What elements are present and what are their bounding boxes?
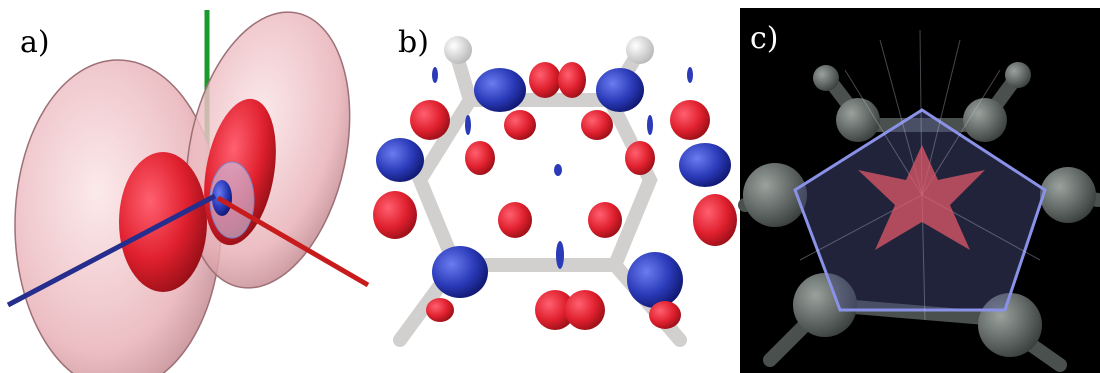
panel-a: a) <box>6 10 370 373</box>
panel-c: c) <box>738 8 1100 373</box>
small-blobs <box>432 67 693 269</box>
star <box>858 145 985 250</box>
axis-blue <box>6 193 217 308</box>
panel-label: c) <box>750 21 779 56</box>
axis-red <box>216 195 370 288</box>
blue-blobs <box>376 68 731 308</box>
atom <box>626 36 654 64</box>
atoms <box>743 62 1096 357</box>
panel-label: b) <box>398 25 429 60</box>
red-blobs <box>373 62 737 330</box>
atom <box>444 36 472 64</box>
panel-label: a) <box>20 25 50 60</box>
panel-b: b) <box>373 25 737 347</box>
